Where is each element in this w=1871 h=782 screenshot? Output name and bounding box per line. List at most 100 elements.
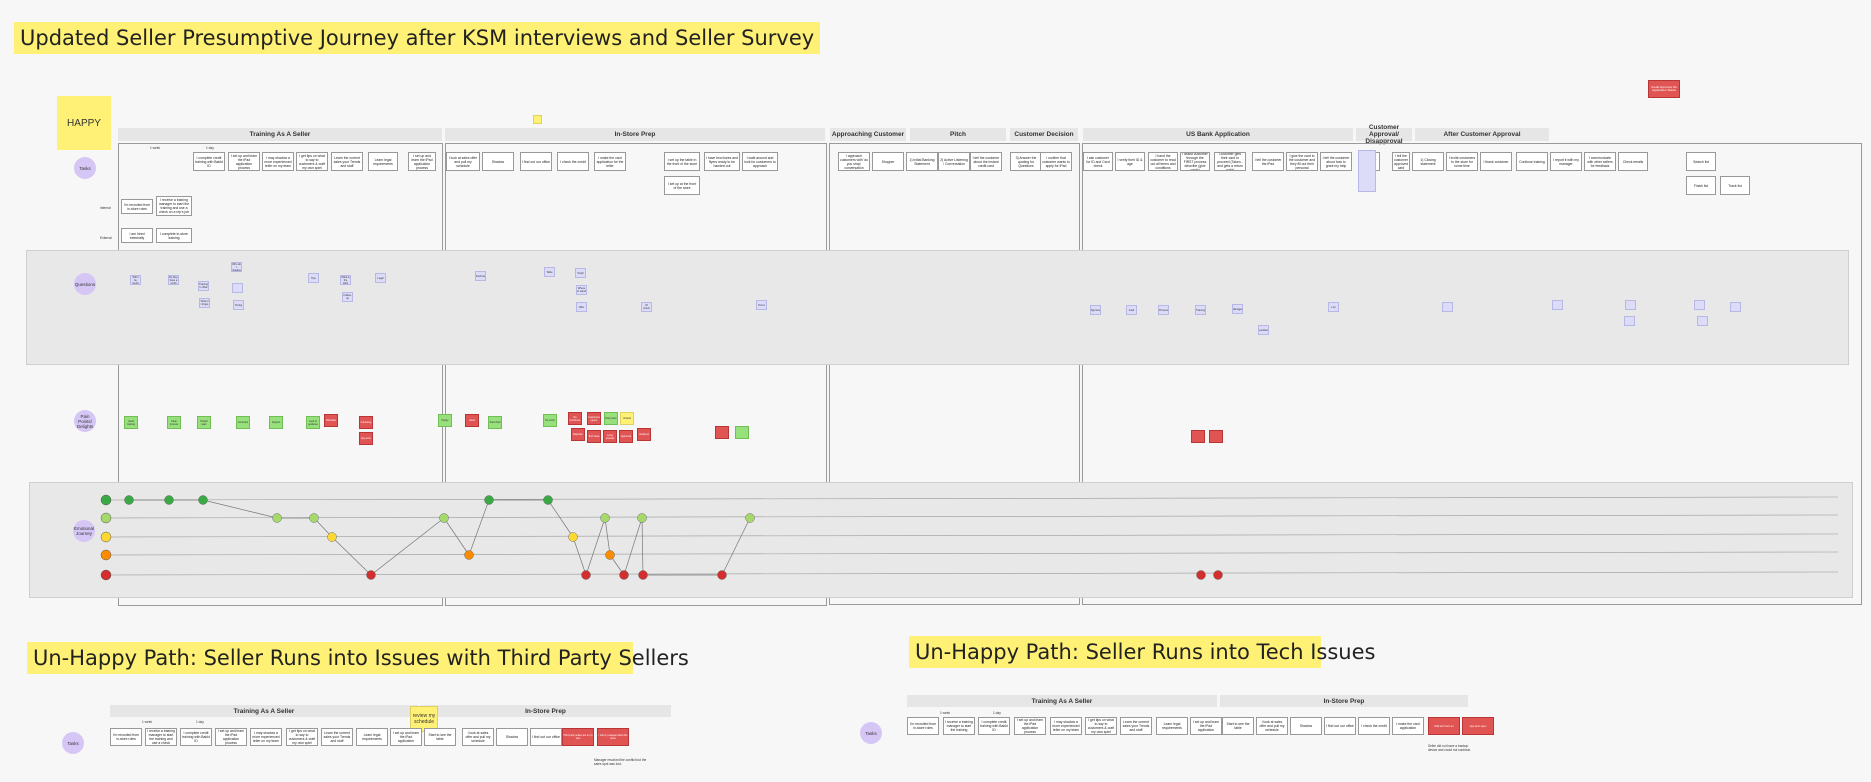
- task-card[interactable]: I hand the customer to read out all term…: [1148, 152, 1178, 171]
- delight-note[interactable]: Busy store: [604, 412, 618, 425]
- pain-note[interactable]: [715, 426, 729, 439]
- small-sticky[interactable]: [533, 115, 542, 124]
- u2-task-card[interactable]: I find out our office: [1324, 717, 1356, 735]
- u2-issue-card[interactable]: App won't open: [1462, 717, 1494, 735]
- task-card[interactable]: I walk around and look for customers to …: [742, 152, 778, 171]
- emotion-point[interactable]: [745, 513, 755, 523]
- task-card[interactable]: I get tips on what to say to customers &…: [296, 152, 328, 171]
- emotion-point[interactable]: [464, 550, 474, 560]
- emotion-point[interactable]: [637, 513, 647, 523]
- task-card[interactable]: I set up and learn the iPad application …: [408, 152, 436, 171]
- pain-note[interactable]: Long process: [603, 430, 617, 443]
- u2-task-card[interactable]: I check the credit: [1358, 717, 1390, 735]
- u1-issue-card[interactable]: Third party sellers are in my spot: [562, 728, 594, 746]
- task-card[interactable]: I find out our office: [520, 152, 552, 171]
- task-card[interactable]: Shopper: [872, 152, 904, 171]
- task-card[interactable]: I assist customer through the FIRST proc…: [1180, 152, 1210, 171]
- internal-card[interactable]: I receive a training manager to start th…: [156, 196, 192, 216]
- u2-task-card[interactable]: Learn the current sales your Trends and …: [1120, 717, 1152, 735]
- question-note[interactable]: What is the pitch: [340, 275, 351, 285]
- question-note[interactable]: [1624, 316, 1635, 326]
- task-card[interactable]: I may shadow a more experienced teller o…: [262, 152, 294, 171]
- question-note[interactable]: Script: [575, 268, 586, 278]
- u2-task-card[interactable]: I make the card application: [1392, 717, 1424, 735]
- delight-note[interactable]: Helpful team: [197, 416, 211, 429]
- emotion-point[interactable]: [164, 495, 174, 505]
- u2-task-card[interactable]: I may shadow a more experienced teller o…: [1050, 717, 1082, 735]
- u2-task-card[interactable]: Learn legal requirements: [1156, 717, 1188, 735]
- task-card[interactable]: I verify their ID & age: [1115, 152, 1145, 171]
- u2-task-card[interactable]: Start to see the table: [1222, 717, 1254, 735]
- task-card[interactable]: I check the credit: [557, 152, 589, 171]
- pain-note[interactable]: Declined: [637, 428, 651, 441]
- question-note[interactable]: Legal: [375, 273, 386, 283]
- question-note[interactable]: What if I forget: [199, 298, 210, 308]
- emotion-point[interactable]: [272, 513, 282, 523]
- question-note[interactable]: Terms: [756, 300, 767, 310]
- question-note[interactable]: Table: [544, 267, 555, 277]
- task-card[interactable]: I communicate with other sellers for fee…: [1584, 152, 1616, 171]
- task-card[interactable]: Learn the current sales your Trends and …: [331, 152, 363, 171]
- top-right-note[interactable]: Credit Approval, No Application Status: [1648, 80, 1680, 98]
- question-note[interactable]: List: [1328, 302, 1339, 312]
- task-card[interactable]: I make the card application for the tell…: [594, 152, 626, 171]
- u1-task-card[interactable]: Learn the current sales your Trends and …: [321, 728, 353, 746]
- u2-task-card[interactable]: I'm recruited from in-store roles: [907, 717, 939, 735]
- emotion-point[interactable]: [484, 495, 494, 505]
- u2-task-card[interactable]: I complete credit training with Bakkt ID: [978, 717, 1010, 735]
- question-note[interactable]: [1625, 300, 1636, 310]
- question-note[interactable]: [1697, 316, 1708, 326]
- pain-note[interactable]: Good: [465, 414, 479, 427]
- emotion-point[interactable]: [1196, 570, 1206, 580]
- question-note[interactable]: Training in iPad: [198, 281, 209, 291]
- question-note[interactable]: Manager: [1232, 304, 1243, 314]
- emotion-point[interactable]: [619, 570, 629, 580]
- pain-note[interactable]: Schedule: [324, 414, 338, 427]
- task-card[interactable]: I set up at the front of the store: [664, 176, 700, 195]
- question-note[interactable]: Follow-up: [342, 292, 353, 302]
- u2-task-card[interactable]: I receive a training manager to start th…: [943, 717, 975, 735]
- emotion-point[interactable]: [327, 532, 337, 542]
- u1-task-card[interactable]: I find out our office: [530, 728, 562, 746]
- question-note[interactable]: [1694, 300, 1705, 310]
- task-card[interactable]: I have brochures and flyers ready to be …: [704, 152, 740, 171]
- emotion-point[interactable]: [600, 513, 610, 523]
- emotion-point[interactable]: [439, 513, 449, 523]
- task-card[interactable]: I set up the table in the front of the s…: [664, 152, 700, 171]
- task-card[interactable]: I ask customer for ID and Card check: [1083, 152, 1113, 171]
- u2-issue-card[interactable]: iPad won't turn on: [1428, 717, 1460, 735]
- task-card[interactable]: I approach customers with 'do you shop' …: [838, 152, 870, 171]
- question-note[interactable]: Will it be tough: [130, 275, 141, 285]
- pain-note[interactable]: Customers ignore: [587, 412, 601, 425]
- u2-task-card[interactable]: Shadow: [1290, 717, 1322, 735]
- question-note[interactable]: Timing: [233, 300, 244, 310]
- u2-task-card[interactable]: I set up and learn the iPad application …: [1014, 717, 1046, 735]
- u1-task-card[interactable]: I receive a training manager to start th…: [145, 728, 177, 746]
- u1-task-card[interactable]: I'm recruited from in-store roles: [110, 728, 142, 746]
- delight-note[interactable]: Support: [269, 416, 283, 429]
- question-note[interactable]: Do they have a script: [168, 275, 179, 285]
- task-card[interactable]: 2) Active Listening / Conversation: [938, 152, 970, 171]
- task-card[interactable]: Finish list: [1686, 176, 1716, 195]
- pain-note[interactable]: Confusing: [359, 416, 373, 429]
- question-note[interactable]: Brochure: [475, 271, 486, 281]
- task-card[interactable]: Search list: [1686, 152, 1716, 171]
- task-card[interactable]: I invite customers to the store for some…: [1446, 152, 1478, 171]
- question-note[interactable]: Where to stand: [576, 285, 587, 295]
- delight-note[interactable]: [735, 426, 749, 439]
- emotion-point[interactable]: [1213, 570, 1223, 580]
- task-card[interactable]: I set up and learn the iPad application …: [228, 152, 260, 171]
- u1-task-card[interactable]: I get tips on what to say to customers &…: [286, 728, 318, 746]
- pain-note[interactable]: [1191, 430, 1205, 443]
- happy-sticky[interactable]: HAPPY: [57, 96, 111, 150]
- u1-task-card[interactable]: I set up and learn the iPad application …: [215, 728, 247, 746]
- question-note[interactable]: [1730, 302, 1741, 312]
- question-note[interactable]: [1442, 302, 1453, 312]
- pain-note[interactable]: Approved: [619, 430, 633, 443]
- u1-task-card[interactable]: I may shadow a more experienced teller o…: [250, 728, 282, 746]
- u1-task-card[interactable]: Start to see the table: [424, 728, 456, 746]
- task-card[interactable]: I report it with my manager: [1550, 152, 1582, 171]
- u2-task-card[interactable]: I get tips on what to say to customers &…: [1085, 717, 1117, 735]
- task-card[interactable]: I tell the customer about the instant cr…: [970, 152, 1002, 171]
- external-card[interactable]: I complete in-store training: [156, 228, 192, 243]
